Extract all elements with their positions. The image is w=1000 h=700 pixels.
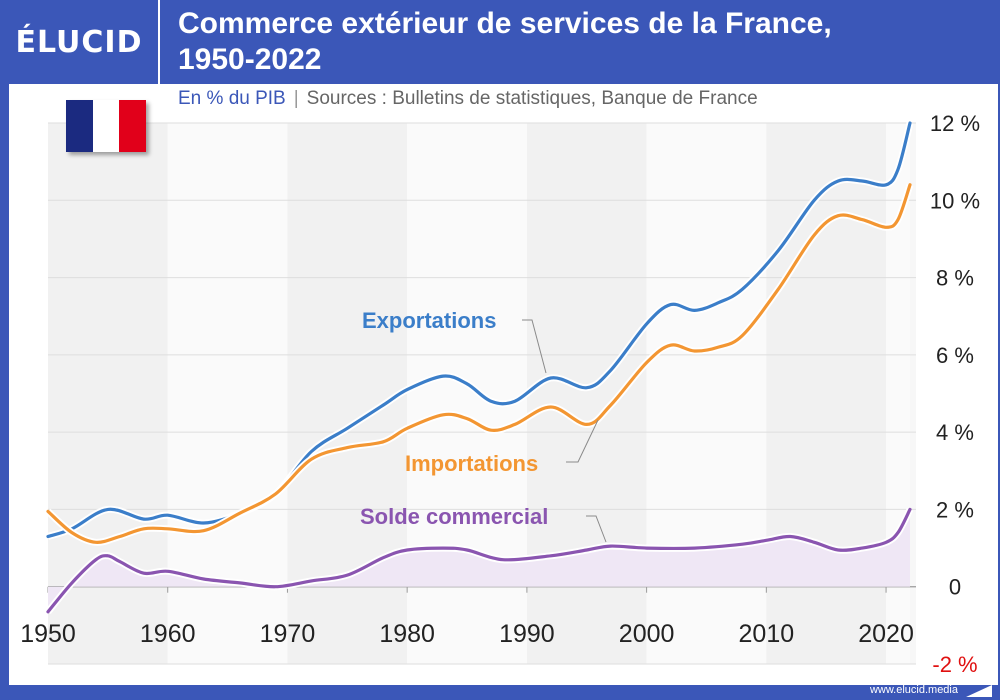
y-tick-label: 2 %: [936, 497, 974, 522]
x-tick-label: 1950: [20, 620, 76, 648]
y-tick-label: 10 %: [930, 188, 980, 213]
y-tick-label: 8 %: [936, 266, 974, 291]
elucid-mark-icon: [966, 685, 992, 697]
y-tick-label: 12 %: [930, 111, 980, 136]
flag-red-stripe: [119, 100, 147, 152]
y-tick-label: 6 %: [936, 343, 974, 368]
series-label-balance-line: Solde commercial: [360, 504, 548, 529]
sources-label: Sources : Bulletins de statistiques, Ban…: [306, 88, 758, 109]
x-tick-label: 2000: [619, 620, 675, 648]
x-tick-label: 1960: [140, 620, 196, 648]
imports-leader: [566, 419, 599, 463]
logo-box[interactable]: ÉLUCID: [0, 0, 160, 84]
series-label-exports-line: Exportations: [362, 308, 496, 333]
chart-subtitle: En % du PIB | Sources : Bulletins de stati…: [178, 88, 758, 110]
unit-label: En % du PIB: [178, 88, 286, 109]
chart-title-line1: Commerce extérieur de services de la Fra…: [178, 7, 832, 40]
y-tick-label: 4 %: [936, 420, 974, 445]
exports-line: [46, 121, 912, 539]
x-tick-label: 2010: [739, 620, 795, 648]
chart-title-line2: 1950-2022: [178, 43, 322, 76]
header-bar: ÉLUCID Commerce extérieur de services de…: [0, 0, 1000, 84]
y-axis-ticks: 12 % 10 % 8 % 6 % 4 % 2 % 0 -2 %: [930, 111, 980, 677]
label-leader-lines: [522, 319, 607, 543]
series-annotations: Exportations Importations Solde commercial: [360, 308, 548, 529]
footer-url[interactable]: www.elucid.media: [869, 684, 958, 696]
x-axis-ticks: 1950 1960 1970 1980 1990 2000 2010 2020: [20, 620, 914, 648]
y-tick-label: -2 %: [932, 652, 977, 677]
x-tick-label: 2020: [858, 620, 914, 648]
balance-line: [46, 507, 912, 614]
series-label-imports-line: Importations: [405, 451, 538, 476]
flag-blue-stripe: [66, 100, 93, 152]
elucid-logo: ÉLUCID: [15, 24, 143, 60]
series-lines: [45, 121, 914, 615]
imports-line: [46, 183, 912, 544]
x-tick-label: 1990: [499, 620, 555, 648]
flag-white-stripe: [92, 100, 120, 152]
grid-lines: [47, 122, 916, 665]
decade-band: [910, 123, 916, 664]
chart-title: Commerce extérieur de services de la Fra…: [178, 6, 988, 78]
y-tick-label: 0: [949, 575, 961, 600]
france-flag-icon: [66, 100, 147, 152]
subtitle-separator: |: [293, 88, 299, 109]
x-tick-label: 1970: [260, 620, 316, 648]
exports-leader: [522, 319, 547, 374]
balance-leader: [586, 515, 607, 543]
x-tick-label: 1980: [379, 620, 435, 648]
